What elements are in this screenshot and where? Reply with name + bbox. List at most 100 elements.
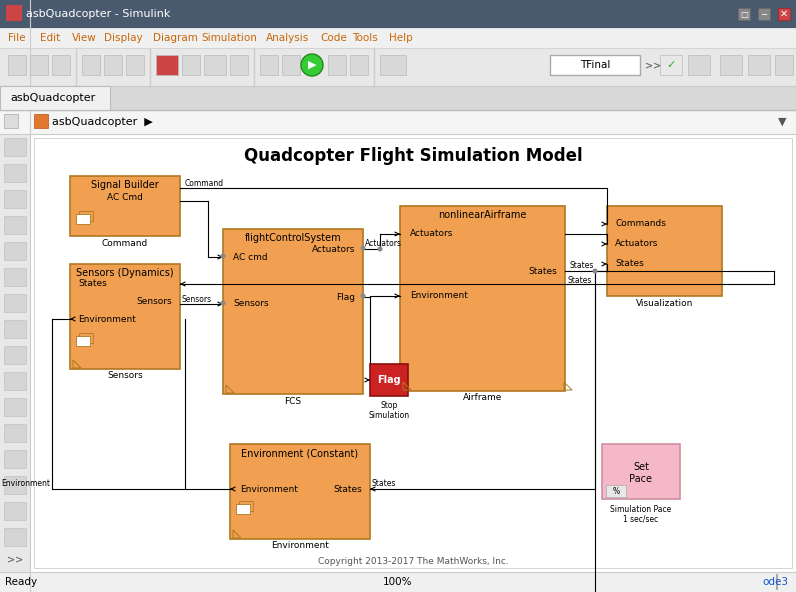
Text: Visualization: Visualization xyxy=(636,298,693,307)
Bar xyxy=(0,0,796,28)
Text: Simulation Pace: Simulation Pace xyxy=(611,505,672,514)
Bar xyxy=(0,110,796,134)
Text: flightControlSystem: flightControlSystem xyxy=(244,233,341,243)
Text: Sensors: Sensors xyxy=(233,300,268,308)
Bar xyxy=(4,346,26,364)
Bar xyxy=(4,528,26,546)
Bar xyxy=(4,164,26,182)
Bar xyxy=(0,572,796,592)
Bar xyxy=(236,504,250,514)
Bar xyxy=(380,55,406,75)
Bar xyxy=(720,55,742,75)
Text: Environment (Constant): Environment (Constant) xyxy=(241,448,358,458)
Text: Environment: Environment xyxy=(271,542,329,551)
Text: Command: Command xyxy=(102,239,148,247)
Bar xyxy=(400,206,565,391)
Bar xyxy=(6,5,22,21)
Bar xyxy=(758,8,770,20)
Text: nonlinearAirframe: nonlinearAirframe xyxy=(439,210,527,220)
Text: Signal Builder: Signal Builder xyxy=(91,180,159,190)
Bar xyxy=(688,55,710,75)
Text: asbQuadcopter: asbQuadcopter xyxy=(10,93,96,103)
Bar xyxy=(0,28,796,48)
Bar xyxy=(4,476,26,494)
Text: Help: Help xyxy=(389,33,413,43)
Text: Analysis: Analysis xyxy=(266,33,310,43)
Text: Tools: Tools xyxy=(352,33,378,43)
Bar xyxy=(607,206,722,296)
Bar xyxy=(4,424,26,442)
Bar xyxy=(76,214,90,224)
Bar xyxy=(748,55,770,75)
Text: ▼: ▼ xyxy=(778,117,786,127)
Text: Pace: Pace xyxy=(630,474,653,484)
Bar xyxy=(4,190,26,208)
Text: Sensors: Sensors xyxy=(182,294,212,304)
Text: ─: ─ xyxy=(762,9,767,18)
Text: Command: Command xyxy=(185,179,224,188)
Text: ✓: ✓ xyxy=(666,60,676,70)
Text: States: States xyxy=(334,484,362,494)
Text: □: □ xyxy=(740,9,748,18)
Bar xyxy=(104,55,122,75)
Text: %: % xyxy=(612,487,619,496)
Bar xyxy=(776,574,778,590)
Text: States: States xyxy=(569,262,593,271)
Bar xyxy=(738,8,750,20)
Bar xyxy=(70,176,180,236)
Bar xyxy=(775,55,793,75)
Text: asbQuadcopter - Simulink: asbQuadcopter - Simulink xyxy=(26,9,170,19)
Circle shape xyxy=(220,253,225,259)
Bar xyxy=(550,55,640,75)
Text: ode3: ode3 xyxy=(762,577,788,587)
Bar xyxy=(0,134,30,572)
Bar xyxy=(778,8,790,20)
Bar xyxy=(4,294,26,312)
Bar xyxy=(4,242,26,260)
Bar xyxy=(79,333,93,343)
Text: Environment: Environment xyxy=(78,314,136,323)
Bar xyxy=(34,114,48,128)
Bar xyxy=(4,502,26,520)
Bar xyxy=(182,55,200,75)
Text: Simulation: Simulation xyxy=(201,33,257,43)
Text: AC cmd: AC cmd xyxy=(233,253,267,262)
Bar xyxy=(223,229,363,394)
Text: Actuators: Actuators xyxy=(615,240,658,249)
Bar xyxy=(4,268,26,286)
Text: Ready: Ready xyxy=(5,577,37,587)
Bar xyxy=(350,55,368,75)
Bar xyxy=(4,114,18,128)
Bar xyxy=(82,55,100,75)
Text: States: States xyxy=(78,279,107,288)
Text: File: File xyxy=(8,33,25,43)
Bar xyxy=(34,138,792,568)
Bar xyxy=(126,55,144,75)
Bar xyxy=(52,55,70,75)
Bar xyxy=(204,55,226,75)
Text: Stop
Simulation: Stop Simulation xyxy=(369,401,410,420)
Text: Display: Display xyxy=(104,33,142,43)
Text: Diagram: Diagram xyxy=(153,33,197,43)
Circle shape xyxy=(361,294,365,298)
Bar xyxy=(370,364,408,396)
Text: >>: >> xyxy=(7,555,23,565)
Text: Quadcopter Flight Simulation Model: Quadcopter Flight Simulation Model xyxy=(244,147,583,165)
Bar xyxy=(79,211,93,221)
Text: View: View xyxy=(72,33,97,43)
Text: Set: Set xyxy=(633,462,649,471)
Text: Edit: Edit xyxy=(40,33,60,43)
Text: ✕: ✕ xyxy=(780,9,788,19)
Bar xyxy=(328,55,346,75)
Bar xyxy=(0,86,110,110)
Text: Actuators: Actuators xyxy=(365,240,402,249)
Bar xyxy=(4,216,26,234)
Text: Sensors (Dynamics): Sensors (Dynamics) xyxy=(76,268,174,278)
Bar xyxy=(4,138,26,156)
Bar xyxy=(260,55,278,75)
Text: Actuators: Actuators xyxy=(311,244,355,253)
Bar xyxy=(4,320,26,338)
Text: Flag: Flag xyxy=(377,375,401,385)
Text: Commands: Commands xyxy=(615,220,666,229)
Circle shape xyxy=(361,246,365,250)
